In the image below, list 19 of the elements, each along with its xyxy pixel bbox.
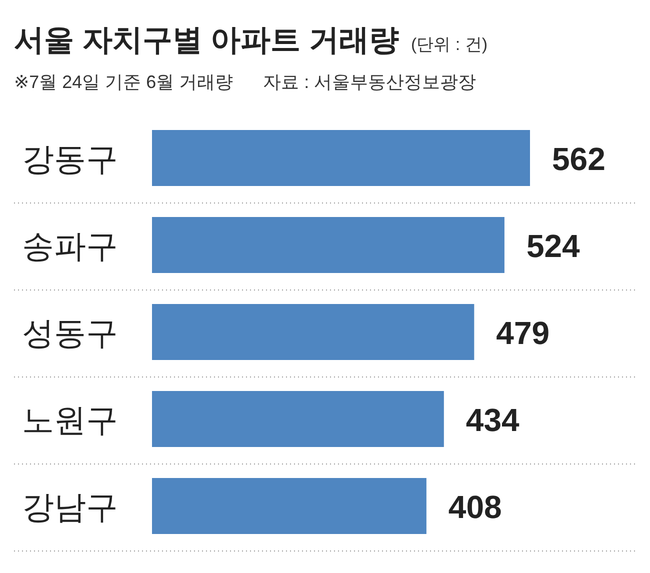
- data-label: 408: [448, 489, 502, 525]
- chart-title: 서울 자치구별 아파트 거래량: [14, 24, 400, 57]
- y-tick-label: 성동구: [22, 315, 118, 351]
- y-tick-label: 강동구: [22, 141, 118, 177]
- bar: [152, 304, 474, 360]
- bar: [152, 130, 530, 186]
- bar: [152, 217, 504, 273]
- bar: [152, 478, 426, 534]
- data-label: 434: [466, 402, 520, 438]
- text: 자료 : 서울부동산정보광장: [263, 72, 476, 92]
- text: ※7월 24일 기준 6월 거래량: [14, 72, 234, 92]
- y-tick-label: 송파구: [22, 228, 118, 264]
- y-tick-label: 노원구: [22, 402, 118, 438]
- chart-subtitle: (단위 : 건): [411, 35, 488, 54]
- data-label: 562: [552, 141, 606, 177]
- y-tick-label: 강남구: [22, 489, 118, 525]
- bar: [152, 391, 444, 447]
- data-label: 524: [526, 228, 580, 264]
- data-label: 479: [496, 315, 550, 351]
